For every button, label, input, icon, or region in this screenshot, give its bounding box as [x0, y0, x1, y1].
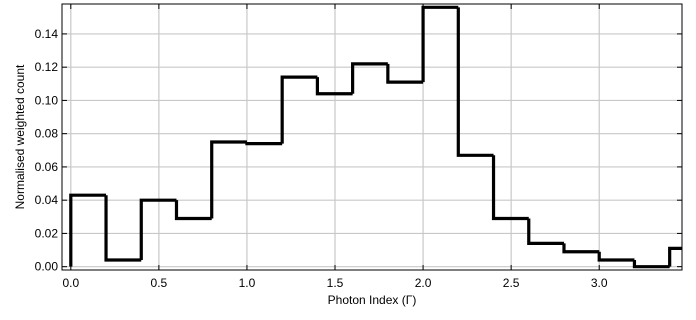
x-axis-label: Photon Index (Γ): [328, 293, 417, 307]
histogram-bin: [421, 5, 459, 83]
histogram-bin: [456, 7, 494, 157]
y-tick-label: 0.14: [35, 27, 59, 41]
x-tick-label: 3.0: [591, 276, 608, 290]
histogram-bin: [632, 260, 670, 269]
histogram-bin: [69, 193, 107, 267]
axis-ticks: [62, 4, 682, 270]
histogram-bin: [386, 63, 424, 84]
y-tick-label: 0.12: [35, 60, 59, 74]
y-tick-label: 0.02: [35, 226, 59, 240]
x-tick-label: 2.0: [415, 276, 432, 290]
x-tick-label: 0.5: [151, 276, 168, 290]
histogram-bin: [280, 75, 318, 144]
histogram-bin: [139, 198, 177, 261]
histogram-bin: [351, 62, 388, 94]
y-tick-label: 0.06: [35, 160, 59, 174]
grid-lines: [62, 4, 682, 270]
x-tick-label: 1.5: [327, 276, 344, 290]
plot-frame: [61, 3, 683, 271]
x-tick-label: 2.5: [503, 276, 520, 290]
histogram-bin: [245, 141, 283, 146]
histogram-bin: [104, 195, 142, 262]
histogram-bin: [315, 77, 353, 96]
y-tick-label: 0.08: [35, 127, 59, 141]
histogram-bin: [668, 246, 682, 267]
y-tick-label: 0.10: [35, 93, 59, 107]
tick-labels: 0.0 0.5 1.0 1.5 2.0 2.5 3.0 0.00 0.02 0.04 0.06 0.0…: [35, 27, 608, 290]
histogram-bars: [69, 5, 682, 269]
histogram-bin: [174, 200, 212, 221]
y-tick-label: 0.00: [35, 260, 59, 274]
histogram-bin: [597, 251, 635, 262]
histogram-bin: [491, 155, 529, 221]
histogram-bin: [210, 140, 247, 219]
y-axis-label: Normalised weighted count: [13, 64, 27, 209]
x-tick-label: 1.0: [239, 276, 256, 290]
histogram-bin: [562, 243, 600, 254]
histogram-bin: [527, 218, 564, 245]
y-tick-label: 0.04: [35, 193, 59, 207]
x-tick-label: 0.0: [62, 276, 79, 290]
